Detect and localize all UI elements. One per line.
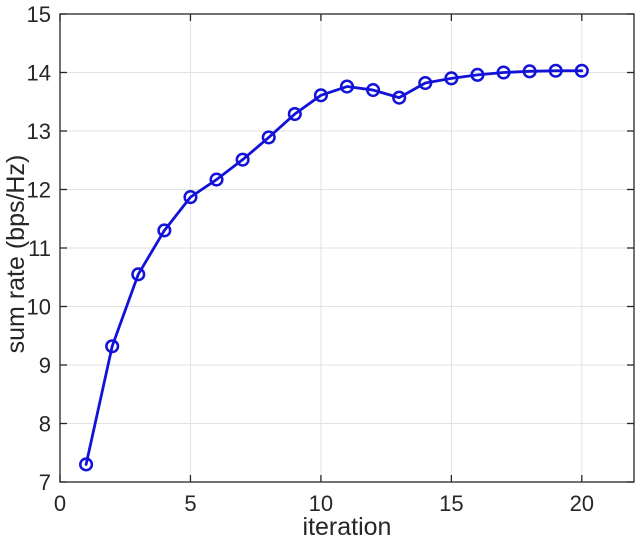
data-point-marker <box>287 106 302 122</box>
y-tick-label: 15 <box>27 2 51 27</box>
data-point-marker <box>79 457 94 472</box>
data-point-marker <box>366 83 381 98</box>
data-point-marker <box>418 75 433 91</box>
data-point-marker <box>209 172 224 187</box>
data-point-marker <box>339 79 355 94</box>
data-point-marker <box>313 88 328 103</box>
data-point-marker <box>183 190 198 205</box>
data-point-marker <box>470 67 485 82</box>
data-point-marker <box>131 267 146 282</box>
x-axis-label: iteration <box>302 513 392 541</box>
y-tick-label: 14 <box>27 61 51 86</box>
data-point-marker <box>157 223 172 238</box>
x-tick-label: 15 <box>439 491 463 516</box>
y-tick-label: 7 <box>39 470 51 495</box>
y-tick-label: 13 <box>27 119 51 144</box>
x-tick-label: 0 <box>54 491 66 516</box>
data-point-marker <box>548 63 563 78</box>
y-tick-label: 11 <box>28 236 51 261</box>
data-point-marker <box>444 71 459 86</box>
x-tick-label: 5 <box>184 491 196 516</box>
data-point-marker <box>522 64 537 79</box>
data-point-marker <box>235 152 250 167</box>
y-tick-label: 12 <box>27 178 51 203</box>
data-point-marker <box>392 90 407 105</box>
y-tick-label: 9 <box>39 353 51 378</box>
data-point-marker <box>574 63 589 78</box>
y-tick-label: 10 <box>27 295 51 320</box>
x-tick-label: 20 <box>570 491 594 516</box>
x-tick-label: 10 <box>309 491 333 516</box>
data-point-marker <box>261 130 276 145</box>
data-point-marker <box>105 339 120 354</box>
y-axis-label: sum rate (bps/Hz) <box>2 154 30 354</box>
data-line <box>84 69 584 466</box>
data-point-marker <box>496 65 511 80</box>
y-tick-label: 8 <box>39 412 51 437</box>
